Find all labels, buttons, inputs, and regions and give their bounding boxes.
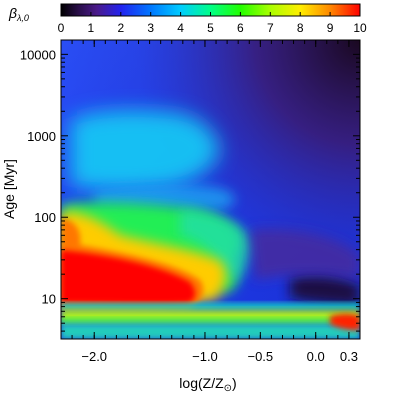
- colorbar-tick-labels: 0 1 2 3 4 5 6 7 8 9 10: [58, 21, 367, 35]
- region-red-corner: [330, 313, 360, 331]
- colorbar: 0 1 2 3 4 5 6 7 8 9 10 βλ,0: [8, 3, 367, 35]
- x-tick-label: 0.3: [340, 349, 358, 364]
- colorbar-tick-label: 0: [58, 21, 65, 35]
- y-tick-label: 1000: [27, 129, 56, 144]
- region-cyan-base: [61, 324, 360, 339]
- y-tick-label: 100: [34, 210, 56, 225]
- region-teal-band: [61, 303, 360, 310]
- colorbar-tick-label: 2: [117, 21, 124, 35]
- colorbar-tick-label: 4: [177, 21, 184, 35]
- x-axis-ticks: [71, 40, 361, 339]
- colorbar-tick-label: 7: [267, 21, 274, 35]
- y-axis-label: Age [Myr]: [1, 159, 17, 219]
- region-green-band: [61, 318, 360, 324]
- x-tick-label: 0.0: [307, 349, 325, 364]
- region-dark-pocket: [290, 274, 360, 305]
- x-axis-label: log(Z/Z⊙): [179, 375, 236, 394]
- colorbar-tick-label: 3: [147, 21, 154, 35]
- y-axis-ticks: [61, 53, 360, 332]
- region-red-core: [61, 250, 196, 304]
- colorbar-tick-label: 9: [327, 21, 334, 35]
- x-tick-label: −2.0: [81, 349, 107, 364]
- colorbar-label: βλ,0: [8, 5, 29, 23]
- colorbar-tick-label: 5: [207, 21, 214, 35]
- region-cyan-plume: [70, 110, 220, 191]
- x-tick-label: −1.0: [192, 349, 218, 364]
- y-tick-label: 10: [42, 292, 56, 307]
- colorbar-ticks: [60, 12, 361, 16]
- plot-frame: [60, 39, 361, 340]
- axes: 10 100 1000 10000 −2.0 −1.0 −0.5 0.0 0.3 Age [M…: [1, 39, 361, 394]
- colorbar-tick-label: 8: [297, 21, 304, 35]
- colorbar-tick-label: 1: [88, 21, 95, 35]
- x-axis-tick-labels: −2.0 −1.0 −0.5 0.0 0.3: [81, 349, 358, 364]
- heatmap: [61, 40, 360, 339]
- region-cyan-edge: [180, 210, 252, 282]
- colorbar-tick-label: 6: [237, 21, 244, 35]
- y-axis-tick-labels: 10 100 1000 10000: [20, 47, 56, 306]
- y-tick-label: 10000: [20, 47, 56, 62]
- x-tick-label: −0.5: [247, 349, 273, 364]
- colorbar-tick-label: 10: [353, 21, 367, 35]
- region-purple-pocket: [250, 229, 360, 280]
